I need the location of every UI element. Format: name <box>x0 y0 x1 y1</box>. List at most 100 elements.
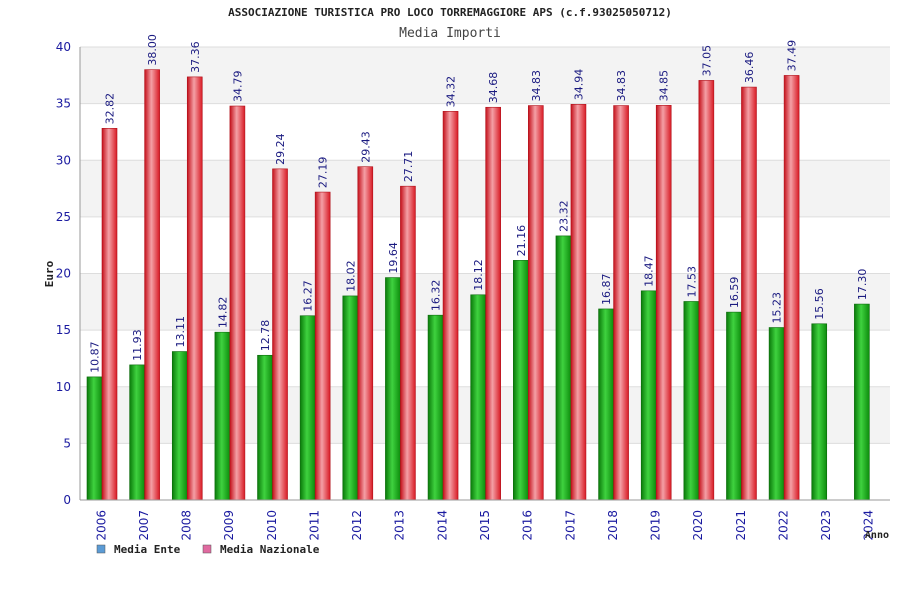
legend-swatch-media-ente <box>96 544 106 554</box>
x-tick-label: 2011 <box>307 510 321 541</box>
bar-media-nazionale <box>357 166 374 501</box>
x-tick-label: 2016 <box>521 510 535 541</box>
axes: 0 5 10 15 20 25 30 35 40 2006 2007 2008 2009 2010 2011… <box>56 40 890 541</box>
bar-media-ente <box>811 323 828 501</box>
bar-media-nazionale <box>442 111 459 501</box>
data-label-media-nazionale: 36.46 <box>743 52 756 84</box>
data-label-media-ente: 16.87 <box>600 273 613 305</box>
data-label-media-nazionale: 27.71 <box>402 151 415 183</box>
data-label-media-ente: 17.53 <box>685 266 698 298</box>
bar-media-ente <box>768 327 785 501</box>
data-label-media-nazionale: 34.94 <box>572 69 585 101</box>
x-axis-label: Anno <box>865 530 889 541</box>
legend-swatch-media-nazionale <box>202 544 212 554</box>
data-labels: 10.87 11.93 13.11 14.82 12.78 16.27 18.02 19.64… <box>89 34 869 373</box>
x-tick-label: 2020 <box>691 510 705 541</box>
y-tick-label: 5 <box>63 436 71 450</box>
y-tick-label: 20 <box>56 267 71 281</box>
data-label-media-ente: 16.59 <box>728 277 741 309</box>
data-label-media-nazionale: 34.68 <box>487 72 500 104</box>
bar-media-ente <box>342 295 359 501</box>
bar-media-nazionale <box>485 106 501 501</box>
bar-media-ente <box>640 290 657 501</box>
bar-media-ente <box>171 351 188 501</box>
data-label-media-nazionale: 29.24 <box>274 133 287 165</box>
legend-label-media-ente: Media Ente <box>114 543 181 556</box>
data-label-media-ente: 11.93 <box>131 329 144 361</box>
bar-media-nazionale <box>741 86 757 501</box>
data-label-media-nazionale: 34.83 <box>615 70 628 102</box>
legend: Media Ente Media Nazionale <box>96 543 320 556</box>
chart-subtitle: Media Importi <box>399 26 501 41</box>
bar-media-nazionale <box>613 105 629 501</box>
x-tick-label: 2015 <box>478 510 492 541</box>
bar-media-ente <box>86 376 103 501</box>
bar-media-nazionale <box>101 128 118 501</box>
data-label-media-nazionale: 32.82 <box>104 93 117 125</box>
bar-media-nazionale <box>272 168 288 501</box>
bar-media-nazionale <box>400 185 416 501</box>
data-label-media-ente: 12.78 <box>259 320 272 352</box>
bar-media-nazionale <box>655 105 672 501</box>
data-label-media-nazionale: 34.85 <box>658 70 671 102</box>
x-tick-label: 2008 <box>180 510 194 541</box>
x-tick-label: 2013 <box>393 510 407 541</box>
data-label-media-nazionale: 34.79 <box>231 71 244 103</box>
data-label-media-ente: 21.16 <box>515 225 528 257</box>
bar-media-nazionale <box>783 75 800 501</box>
x-tick-label: 2017 <box>563 510 577 541</box>
bar-media-nazionale <box>144 69 160 501</box>
data-label-media-ente: 15.56 <box>813 288 826 320</box>
bar-media-ente <box>257 354 273 501</box>
data-label-media-ente: 13.11 <box>174 316 187 348</box>
bar-media-ente <box>427 314 444 501</box>
x-tick-label: 2018 <box>606 510 620 541</box>
y-axis-label: Euro <box>43 260 56 287</box>
y-tick-label: 10 <box>56 380 71 394</box>
bar-media-ente <box>726 311 742 501</box>
data-label-media-nazionale: 38.00 <box>146 34 159 66</box>
data-label-media-ente: 18.02 <box>344 260 357 292</box>
bar-media-ente <box>513 260 529 501</box>
y-tick-label: 15 <box>56 323 71 337</box>
x-tick-label: 2014 <box>435 510 449 541</box>
y-tick-label: 35 <box>56 97 71 111</box>
chart-title: ASSOCIAZIONE TURISTICA PRO LOCO TORREMAG… <box>228 6 672 19</box>
data-label-media-nazionale: 34.32 <box>445 76 458 108</box>
bar-media-nazionale <box>698 80 715 501</box>
data-label-media-ente: 17.30 <box>856 269 869 301</box>
x-tick-label: 2022 <box>776 510 790 541</box>
bar-media-ente <box>598 308 614 501</box>
data-label-media-nazionale: 29.43 <box>359 131 372 163</box>
data-label-media-ente: 10.87 <box>89 341 102 373</box>
data-label-media-nazionale: 37.36 <box>189 41 202 73</box>
y-tick-label: 30 <box>56 153 71 167</box>
bar-media-ente <box>299 315 316 501</box>
data-label-media-ente: 18.47 <box>643 255 656 287</box>
bar-media-nazionale <box>570 104 587 501</box>
bar-media-ente <box>129 364 145 501</box>
x-tick-label: 2019 <box>649 510 663 541</box>
data-label-media-ente: 18.12 <box>472 259 485 291</box>
bar-media-nazionale <box>314 191 331 501</box>
x-tick-label: 2007 <box>137 510 151 541</box>
legend-label-media-nazionale: Media Nazionale <box>220 543 320 556</box>
y-tick-label: 0 <box>63 493 71 507</box>
bar-media-ente <box>555 235 572 501</box>
bar-media-nazionale <box>229 105 246 501</box>
x-tick-label: 2021 <box>734 510 748 541</box>
data-label-media-ente: 23.32 <box>557 200 570 232</box>
data-label-media-ente: 15.23 <box>771 292 784 324</box>
x-tick-label: 2009 <box>222 510 236 541</box>
bar-media-ente <box>683 301 700 501</box>
data-label-media-nazionale: 34.83 <box>530 70 543 102</box>
bar-media-nazionale <box>528 105 544 501</box>
x-tick-label: 2024 <box>862 510 876 541</box>
data-label-media-ente: 16.32 <box>430 280 443 312</box>
data-label-media-ente: 16.27 <box>302 280 315 312</box>
x-tick-label: 2006 <box>94 510 108 541</box>
bar-media-ente <box>470 294 486 501</box>
bar-media-ente <box>214 331 231 501</box>
